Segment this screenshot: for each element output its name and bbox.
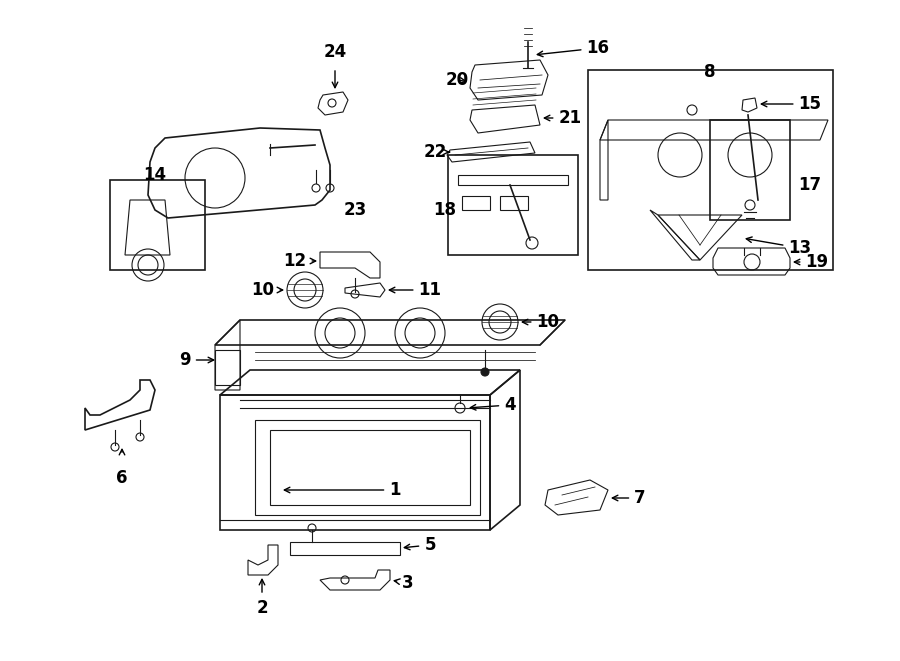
Text: 1: 1 (284, 481, 400, 499)
Text: 23: 23 (344, 201, 366, 219)
Circle shape (526, 237, 538, 249)
Text: 22: 22 (423, 143, 449, 161)
Text: 14: 14 (143, 166, 166, 184)
Text: 10: 10 (251, 281, 283, 299)
Text: 7: 7 (612, 489, 646, 507)
Text: 17: 17 (798, 176, 822, 194)
Text: 15: 15 (761, 95, 822, 113)
Text: 13: 13 (746, 237, 812, 257)
Text: 19: 19 (795, 253, 829, 271)
Text: 9: 9 (179, 351, 213, 369)
Bar (588, 70, 833, 270)
Text: 5: 5 (404, 536, 436, 554)
Text: 2: 2 (256, 599, 268, 617)
Text: 6: 6 (116, 469, 128, 487)
Bar (710, 120, 790, 220)
Text: 3: 3 (394, 574, 414, 592)
Text: 8: 8 (704, 63, 716, 81)
Text: 11: 11 (390, 281, 442, 299)
Bar (448, 155, 578, 255)
Text: 20: 20 (446, 71, 469, 89)
Circle shape (481, 368, 489, 376)
Text: 10: 10 (522, 313, 560, 331)
Text: 12: 12 (284, 252, 316, 270)
Text: 4: 4 (471, 396, 516, 414)
Text: 21: 21 (544, 109, 581, 127)
Bar (110, 180, 205, 270)
Text: 16: 16 (537, 39, 609, 57)
Text: 18: 18 (434, 201, 456, 219)
Text: 24: 24 (323, 43, 346, 61)
